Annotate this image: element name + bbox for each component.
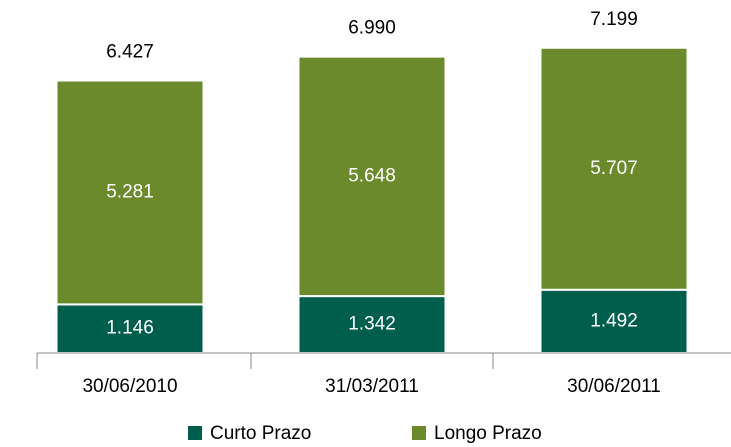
bar-segment xyxy=(55,79,205,306)
value-label: 5.707 xyxy=(590,158,638,179)
value-label: 1.342 xyxy=(348,314,396,335)
bar-segment xyxy=(55,303,205,355)
value-label: 1.146 xyxy=(106,318,154,339)
value-label: 1.492 xyxy=(590,310,638,331)
x-tick-label: 31/03/2011 xyxy=(325,376,419,397)
total-label: 6.427 xyxy=(106,42,154,63)
value-label: 5.281 xyxy=(106,181,154,202)
legend-swatch xyxy=(412,426,426,440)
legend-label: Curto Prazo xyxy=(210,423,311,444)
x-tick-label: 30/06/2011 xyxy=(567,376,661,397)
total-label: 7.199 xyxy=(590,9,638,30)
value-label: 5.648 xyxy=(348,165,396,186)
legend-swatch xyxy=(188,426,202,440)
legend-label: Longo Prazo xyxy=(434,423,542,444)
total-label: 6.990 xyxy=(348,18,396,39)
x-tick-label: 30/06/2010 xyxy=(82,376,177,397)
bar-segment xyxy=(539,46,689,291)
bar-segment xyxy=(297,55,447,298)
